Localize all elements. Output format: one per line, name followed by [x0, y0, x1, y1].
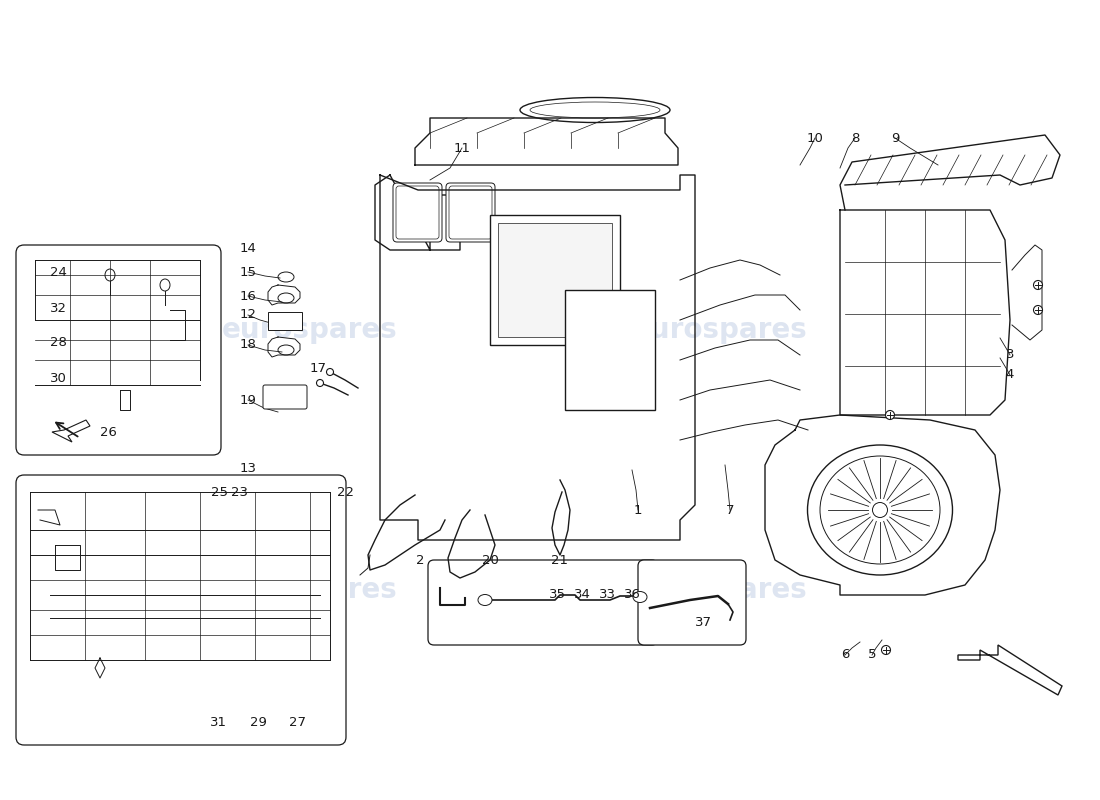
Text: 28: 28: [50, 335, 66, 349]
FancyBboxPatch shape: [16, 475, 346, 745]
Text: 14: 14: [240, 242, 256, 254]
Ellipse shape: [1034, 281, 1043, 290]
Text: 12: 12: [240, 309, 256, 322]
Ellipse shape: [886, 410, 894, 419]
Text: 35: 35: [549, 589, 565, 602]
Ellipse shape: [327, 369, 333, 375]
FancyBboxPatch shape: [396, 186, 439, 239]
FancyBboxPatch shape: [449, 186, 492, 239]
FancyBboxPatch shape: [16, 245, 221, 455]
Text: 33: 33: [598, 589, 616, 602]
Text: 7: 7: [726, 503, 735, 517]
Text: 24: 24: [50, 266, 66, 278]
Text: eurospares: eurospares: [222, 316, 398, 344]
Ellipse shape: [872, 502, 888, 518]
FancyBboxPatch shape: [393, 183, 442, 242]
Text: 36: 36: [624, 589, 640, 602]
Text: 6: 6: [840, 649, 849, 662]
Bar: [498, 223, 612, 337]
Text: 21: 21: [551, 554, 569, 566]
Text: 3: 3: [1005, 349, 1014, 362]
Ellipse shape: [1034, 306, 1043, 314]
FancyBboxPatch shape: [446, 183, 495, 242]
Text: 32: 32: [50, 302, 66, 314]
Text: 9: 9: [891, 131, 899, 145]
FancyBboxPatch shape: [638, 560, 746, 645]
Text: 8: 8: [850, 131, 859, 145]
Bar: [268, 312, 302, 330]
Text: eurospares: eurospares: [632, 576, 807, 604]
Text: 30: 30: [50, 371, 66, 385]
Bar: [565, 290, 654, 410]
Text: 16: 16: [240, 290, 256, 302]
Text: 10: 10: [806, 131, 824, 145]
Text: 1: 1: [634, 503, 642, 517]
Text: 5: 5: [868, 649, 877, 662]
Ellipse shape: [807, 445, 953, 575]
Text: 11: 11: [453, 142, 471, 154]
Text: eurospares: eurospares: [632, 316, 807, 344]
Ellipse shape: [317, 379, 323, 386]
Polygon shape: [958, 645, 1062, 695]
Ellipse shape: [478, 594, 492, 606]
Ellipse shape: [820, 456, 940, 564]
FancyBboxPatch shape: [428, 560, 658, 645]
Ellipse shape: [881, 646, 891, 654]
Text: 25: 25: [211, 486, 229, 498]
Text: 22: 22: [337, 486, 353, 498]
Text: 19: 19: [240, 394, 256, 406]
Text: 13: 13: [240, 462, 256, 474]
Text: 37: 37: [694, 615, 712, 629]
Text: 4: 4: [1005, 369, 1014, 382]
Text: 26: 26: [100, 426, 117, 438]
Text: 15: 15: [240, 266, 256, 278]
Text: 27: 27: [289, 715, 307, 729]
Text: eurospares: eurospares: [222, 576, 398, 604]
Text: 31: 31: [209, 715, 227, 729]
FancyBboxPatch shape: [263, 385, 307, 409]
Text: 20: 20: [482, 554, 498, 566]
Polygon shape: [52, 420, 90, 442]
Text: 18: 18: [240, 338, 256, 351]
Ellipse shape: [632, 591, 647, 602]
Text: 17: 17: [309, 362, 327, 374]
Text: 29: 29: [250, 715, 266, 729]
Text: 23: 23: [231, 486, 249, 498]
Text: 2: 2: [416, 554, 425, 566]
Text: 34: 34: [573, 589, 591, 602]
Bar: [490, 215, 620, 345]
